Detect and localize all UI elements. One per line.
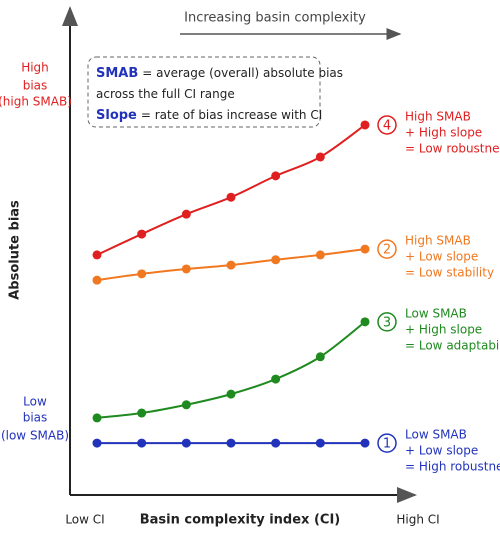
data-point — [92, 413, 102, 423]
x-end-label: Low CI — [65, 513, 104, 527]
series-number: 3 — [383, 315, 391, 330]
definition-line: = average (overall) absolute bias — [142, 66, 343, 80]
data-point — [360, 244, 370, 254]
data-point — [137, 229, 147, 239]
y-end-label: Low — [23, 395, 47, 409]
definition-term: SMAB — [96, 66, 138, 81]
series-annotation: + Low slope — [405, 444, 478, 458]
series-line — [96, 124, 366, 256]
series-number-ring — [377, 433, 397, 453]
data-point — [360, 438, 370, 448]
series-annotation: = High robustness — [405, 460, 500, 474]
data-point — [360, 317, 370, 327]
data-point — [226, 192, 236, 202]
data-point — [181, 264, 191, 274]
series-annotation: + High slope — [405, 322, 482, 336]
data-point — [137, 269, 147, 279]
data-point — [92, 438, 102, 448]
data-point — [315, 438, 325, 448]
definition-term: Slope — [96, 108, 137, 123]
data-point — [315, 152, 325, 162]
chart-title: Increasing basin complexity — [184, 11, 366, 26]
y-end-label: (high SMAB) — [0, 95, 72, 109]
data-point — [92, 275, 102, 285]
series-annotation: High SMAB — [405, 234, 471, 248]
definition-line: = rate of bias increase with CI — [141, 108, 322, 122]
data-point — [271, 374, 281, 384]
series-annotation: Low SMAB — [405, 428, 467, 442]
series-number: 4 — [383, 118, 391, 133]
series-annotation: + Low slope — [405, 250, 478, 264]
data-point — [271, 438, 281, 448]
data-point — [181, 438, 191, 448]
data-point — [181, 400, 191, 410]
series-number-ring — [377, 115, 397, 135]
definition-box — [87, 56, 321, 128]
y-end-label: (low SMAB) — [1, 429, 69, 443]
series-annotation: Low SMAB — [405, 306, 467, 320]
series-annotation: = Low robustness — [405, 141, 500, 155]
y-end-label: High — [21, 61, 49, 75]
series-annotation: = Low stability — [405, 266, 494, 280]
data-point — [226, 260, 236, 270]
data-point — [360, 120, 370, 130]
data-point — [271, 255, 281, 265]
data-point — [137, 438, 147, 448]
series-annotation: High SMAB — [405, 109, 471, 123]
series-annotation: + High slope — [405, 125, 482, 139]
series-number: 1 — [383, 437, 391, 452]
data-point — [92, 250, 102, 260]
definition-text: SMAB = average (overall) absolute bias — [96, 66, 343, 81]
x-axis-label: Basin complexity index (CI) — [140, 513, 340, 528]
definition-line: across the full CI range — [96, 87, 235, 101]
series-number-ring — [377, 312, 397, 332]
data-point — [226, 438, 236, 448]
x-end-label: High CI — [396, 513, 439, 527]
y-end-label: bias — [23, 79, 48, 93]
definition-text: across the full CI range — [96, 87, 235, 101]
data-point — [181, 209, 191, 219]
series-number-ring — [377, 239, 397, 259]
y-axis-label: Absolute bias — [8, 200, 23, 300]
data-point — [271, 171, 281, 181]
definition-text: Slope = rate of bias increase with CI — [96, 108, 322, 123]
series-number: 2 — [383, 243, 391, 258]
data-point — [315, 250, 325, 260]
y-end-label: bias — [23, 411, 48, 425]
series-line — [96, 321, 366, 419]
data-point — [315, 352, 325, 362]
series-annotation: = Low adaptability — [405, 338, 500, 352]
data-point — [137, 408, 147, 418]
data-point — [226, 389, 236, 399]
